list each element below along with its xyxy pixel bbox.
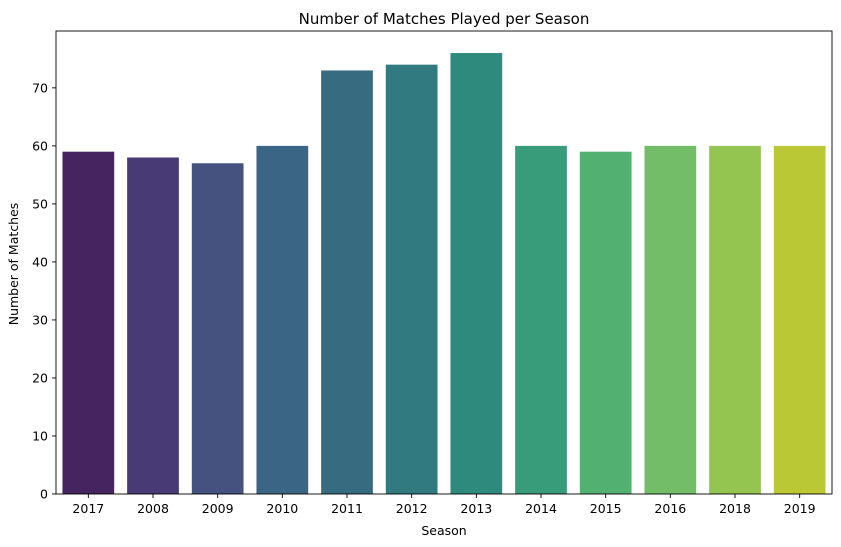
chart-title: Number of Matches Played per Season xyxy=(299,10,590,28)
plot-frame xyxy=(55,30,833,495)
y-tick-label: 30 xyxy=(32,312,48,327)
x-axis-ticks: 2017 2008 2009 2010 2011 2012 2013 2014 2015 2016… xyxy=(72,494,816,516)
y-tick-label: 20 xyxy=(32,370,48,385)
bar-2017 xyxy=(62,151,115,494)
x-tick-label: 2008 xyxy=(137,501,169,516)
y-axis-ticks: 0 10 20 30 40 50 60 70 xyxy=(32,80,56,502)
bar-2012 xyxy=(385,64,438,495)
x-tick-label: 2010 xyxy=(266,501,298,516)
x-tick-label: 2009 xyxy=(202,501,234,516)
y-tick-label: 40 xyxy=(32,254,48,269)
bar-2014 xyxy=(515,145,567,494)
bar-2011 xyxy=(321,70,373,494)
bar-2010 xyxy=(256,145,309,494)
bar-2018 xyxy=(709,145,761,494)
x-tick-label: 2014 xyxy=(525,501,557,516)
x-tick-label: 2012 xyxy=(396,501,428,516)
x-tick-label: 2015 xyxy=(590,501,622,516)
x-tick-label: 2019 xyxy=(784,501,816,516)
bar-2015 xyxy=(579,151,632,494)
y-tick-label: 50 xyxy=(32,196,48,211)
bar-2019 xyxy=(773,145,826,494)
y-axis-title: Number of Matches xyxy=(6,203,21,326)
x-axis-title: Season xyxy=(421,523,466,538)
bar-2008 xyxy=(127,157,179,494)
x-tick-label: 2018 xyxy=(719,501,751,516)
bar-2013 xyxy=(450,53,503,495)
x-tick-label: 2011 xyxy=(331,501,363,516)
y-tick-label: 60 xyxy=(32,138,48,153)
bars-group xyxy=(62,53,826,495)
y-tick-label: 10 xyxy=(32,428,48,443)
y-tick-label: 0 xyxy=(40,487,48,502)
x-tick-label: 2017 xyxy=(72,501,104,516)
x-tick-label: 2013 xyxy=(460,501,492,516)
bar-2016 xyxy=(644,145,697,494)
bar-2009 xyxy=(191,163,244,495)
x-tick-label: 2016 xyxy=(654,501,686,516)
y-tick-label: 70 xyxy=(32,80,48,95)
